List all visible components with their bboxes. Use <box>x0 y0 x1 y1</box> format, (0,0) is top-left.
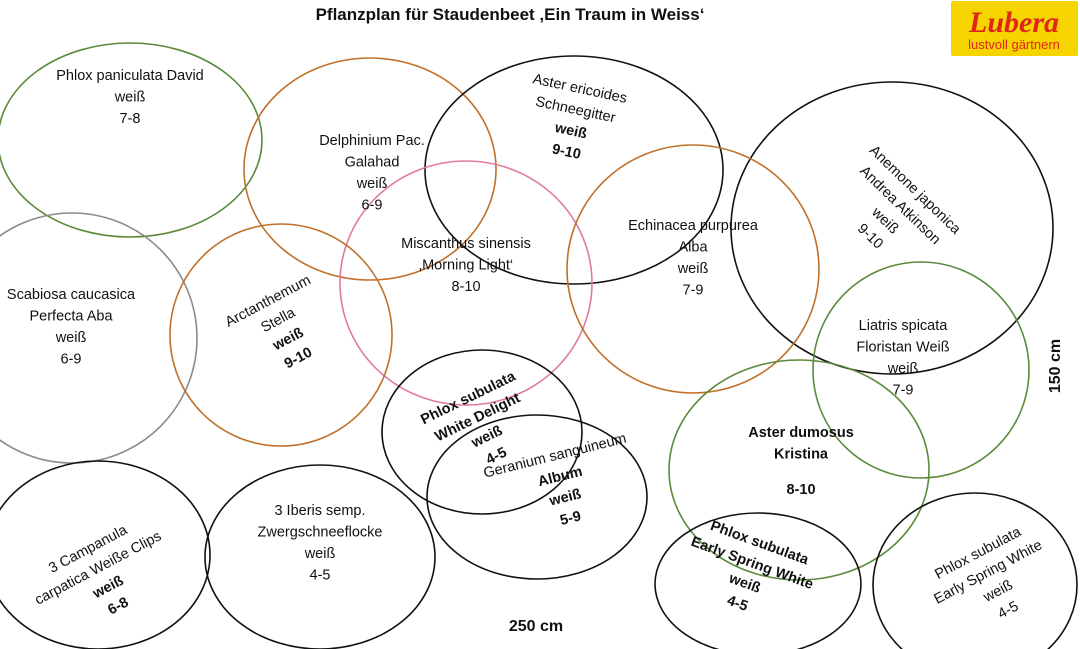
plant-label-line: 6-9 <box>362 198 383 214</box>
plant-circle <box>424 55 724 285</box>
logo-tagline: lustvoll gärtnern <box>968 37 1060 52</box>
plant-label: Anemone japonicaAndrea Atkinsonweiß9-10 <box>821 143 964 285</box>
plant-label-line: Liatris spicata <box>859 318 949 334</box>
plant-label: Phlox paniculata David weiß 7-8 <box>56 68 204 127</box>
height-dimension-label: 150 cm <box>1047 339 1064 393</box>
plant-label-line: 3 Iberis semp. <box>274 503 365 519</box>
plant-circle <box>0 460 211 649</box>
plant-label: Scabiosa caucasica Perfecta Aba weiß 6-9 <box>7 287 136 368</box>
plant-label-line: Miscanthus sinensis <box>401 236 531 252</box>
plant-label-line: Delphinium Pac. <box>319 133 425 149</box>
plant-circle <box>654 512 862 649</box>
plant-label: 3 Iberis semp. Zwergschneeflocke weiß 4-5 <box>258 503 383 584</box>
plant-circle <box>339 160 593 406</box>
plant-label-line: Zwergschneeflocke <box>258 525 383 541</box>
plant-label-line: weiß <box>55 330 87 346</box>
plant-circle <box>730 81 1054 375</box>
plant-circle <box>566 144 820 394</box>
plant-label-line: 4-5 <box>310 568 331 584</box>
plant-circle <box>204 464 436 649</box>
plant-label-line: weiß <box>114 90 146 106</box>
diagram-title: Pflanzplan für Staudenbeet ‚Ein Traum in… <box>316 5 705 24</box>
plant-circles <box>0 42 1078 649</box>
plant-label-line: weiß <box>356 176 388 192</box>
plant-circle <box>169 223 393 447</box>
plant-label-line: 6-9 <box>61 352 82 368</box>
logo-brand: Lubera <box>968 6 1059 39</box>
plant-label: Aster dumosus Kristina 8-10 <box>748 425 854 498</box>
plant-label-line: 8-10 <box>451 279 480 295</box>
plant-label: ArctanthemumStellaweiß9-10 <box>223 272 344 387</box>
plant-label-line: weiß <box>887 361 919 377</box>
plant-label-line: Phlox paniculata David <box>56 68 204 84</box>
plant-label-line: 7-9 <box>683 283 704 299</box>
logo: Lubera lustvoll gärtnern <box>951 1 1078 56</box>
plant-label-line: Galahad <box>345 155 400 171</box>
plant-labels: Phlox paniculata David weiß 7-8 Delphinium … <box>7 68 1065 646</box>
plant-label-line: ‚Morning Light‘ <box>419 258 513 274</box>
plant-circle <box>872 492 1078 649</box>
plant-circle <box>243 57 497 281</box>
plant-label: Delphinium Pac. Galahad weiß 6-9 <box>319 133 425 214</box>
plant-label-line: weiß <box>547 486 583 510</box>
plant-label: Liatris spicata Floristan Weiß weiß 7-9 <box>856 318 949 399</box>
plant-label-line: 8-10 <box>786 482 815 498</box>
plant-circle <box>668 359 930 581</box>
plant-label-line: Scabiosa caucasica <box>7 287 136 303</box>
plant-label-line: Floristan Weiß <box>856 340 949 356</box>
plant-label-line: 5-9 <box>559 508 583 529</box>
plant-label: Phlox subulataEarly Spring Whiteweiß4-5 <box>674 514 823 634</box>
plant-label-line: 9-10 <box>551 141 583 163</box>
plant-circle <box>812 261 1030 479</box>
plant-circle <box>0 42 263 238</box>
width-dimension-label: 250 cm <box>509 618 563 635</box>
plant-label-line: 7-8 <box>120 111 141 127</box>
plant-label-line: 4-5 <box>995 598 1021 622</box>
plant-label-line: 7-9 <box>893 383 914 399</box>
plant-label: Miscanthus sinensis ‚Morning Light‘ 8-10 <box>401 236 531 295</box>
plant-label-line: Alba <box>678 240 708 256</box>
plant-circle <box>0 212 198 464</box>
plant-label: Geranium sanguineumAlbumweiß5-9 <box>482 431 644 545</box>
plant-label: Phlox subulataEarly Spring Whiteweiß4-5 <box>921 518 1065 645</box>
plant-circle <box>426 414 648 580</box>
logo-background <box>951 1 1078 56</box>
plant-circle <box>381 349 583 515</box>
plant-label-line: 4-5 <box>725 593 750 615</box>
plant-label-line: Kristina <box>774 447 829 463</box>
plant-label-line: 6-8 <box>105 594 131 618</box>
plant-label-line: weiß <box>304 546 336 562</box>
plant-label-line: Perfecta Aba <box>29 309 113 325</box>
plant-label-line: weiß <box>677 261 709 277</box>
plant-label: 3 Campanulacarpatica Weiße Clipsweiß6-8 <box>22 509 184 646</box>
plant-label-line: weiß <box>552 120 588 143</box>
plant-label-line: Aster dumosus <box>748 425 854 441</box>
plant-label: Aster ericoidesSchneegitterweiß9-10 <box>518 71 629 170</box>
plant-label: Echinacea purpurea Alba weiß 7-9 <box>628 218 759 299</box>
plant-label-line: Echinacea purpurea <box>628 218 759 234</box>
